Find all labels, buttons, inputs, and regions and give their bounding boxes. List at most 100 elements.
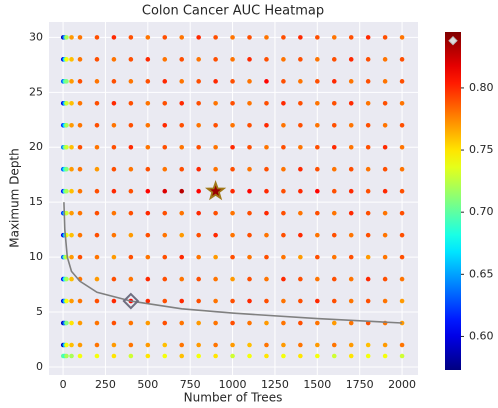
point <box>264 79 269 84</box>
point <box>281 342 286 348</box>
point <box>145 342 151 348</box>
point <box>298 320 303 326</box>
point <box>179 232 185 238</box>
point <box>69 188 74 194</box>
point <box>247 122 252 128</box>
point <box>111 144 117 150</box>
point <box>315 57 320 62</box>
point <box>162 166 168 172</box>
point <box>264 188 269 194</box>
point <box>128 57 134 62</box>
point <box>298 122 303 128</box>
point <box>77 166 83 172</box>
point <box>247 320 252 326</box>
point <box>128 353 134 359</box>
point <box>94 232 100 238</box>
point <box>111 166 117 172</box>
point <box>348 254 354 260</box>
point <box>196 276 201 282</box>
point <box>365 101 371 106</box>
point <box>77 57 83 62</box>
point <box>230 79 235 84</box>
point <box>179 79 185 84</box>
point <box>281 254 286 260</box>
point <box>298 79 303 84</box>
point <box>145 122 151 128</box>
point <box>382 144 388 150</box>
point <box>298 276 303 282</box>
point <box>69 254 74 260</box>
point <box>69 101 74 106</box>
point <box>365 122 371 128</box>
point <box>365 35 371 40</box>
point <box>399 57 405 62</box>
point <box>145 353 151 359</box>
point <box>230 166 235 172</box>
point <box>298 210 303 216</box>
point <box>69 232 74 238</box>
point <box>162 101 168 106</box>
point <box>230 254 235 260</box>
point <box>111 101 117 106</box>
point <box>365 353 371 359</box>
point <box>94 57 100 62</box>
point <box>94 35 100 40</box>
point <box>128 276 134 282</box>
point <box>69 122 74 128</box>
point <box>298 298 303 304</box>
point <box>230 210 235 216</box>
point <box>196 342 201 348</box>
point <box>348 298 354 304</box>
point <box>128 210 134 216</box>
point <box>213 35 218 40</box>
point <box>281 210 286 216</box>
point <box>162 320 168 326</box>
point <box>64 353 69 359</box>
point <box>331 57 337 62</box>
point <box>230 35 235 40</box>
point <box>281 101 286 106</box>
point <box>315 210 320 216</box>
point <box>213 353 218 359</box>
point <box>331 188 337 194</box>
point <box>94 210 100 216</box>
y-tick-label: 15 <box>29 195 43 208</box>
point <box>213 122 218 128</box>
point <box>247 166 252 172</box>
point <box>94 298 100 304</box>
point <box>399 232 405 238</box>
point <box>230 101 235 106</box>
point <box>128 122 134 128</box>
point <box>145 188 151 194</box>
point <box>399 342 405 348</box>
point <box>77 188 83 194</box>
point <box>399 166 405 172</box>
point <box>196 232 201 238</box>
x-tick-label: 1000 <box>219 378 247 391</box>
point <box>281 122 286 128</box>
colorbar-tick-label: 0.65 <box>469 267 494 280</box>
point <box>64 122 69 128</box>
point <box>331 144 337 150</box>
point <box>281 353 286 359</box>
point <box>281 79 286 84</box>
point <box>331 101 337 106</box>
point <box>247 342 252 348</box>
y-axis-label: Maximum Depth <box>8 148 22 248</box>
point <box>145 232 151 238</box>
point <box>230 320 235 326</box>
x-tick-label: 1750 <box>346 378 374 391</box>
point <box>94 101 100 106</box>
point <box>64 320 69 326</box>
point <box>331 276 337 282</box>
point <box>348 188 354 194</box>
point <box>365 57 371 62</box>
point <box>94 79 100 84</box>
point <box>111 353 117 359</box>
point <box>382 122 388 128</box>
point <box>162 122 168 128</box>
point <box>281 188 286 194</box>
point <box>264 353 269 359</box>
point <box>145 166 151 172</box>
point <box>77 232 83 238</box>
